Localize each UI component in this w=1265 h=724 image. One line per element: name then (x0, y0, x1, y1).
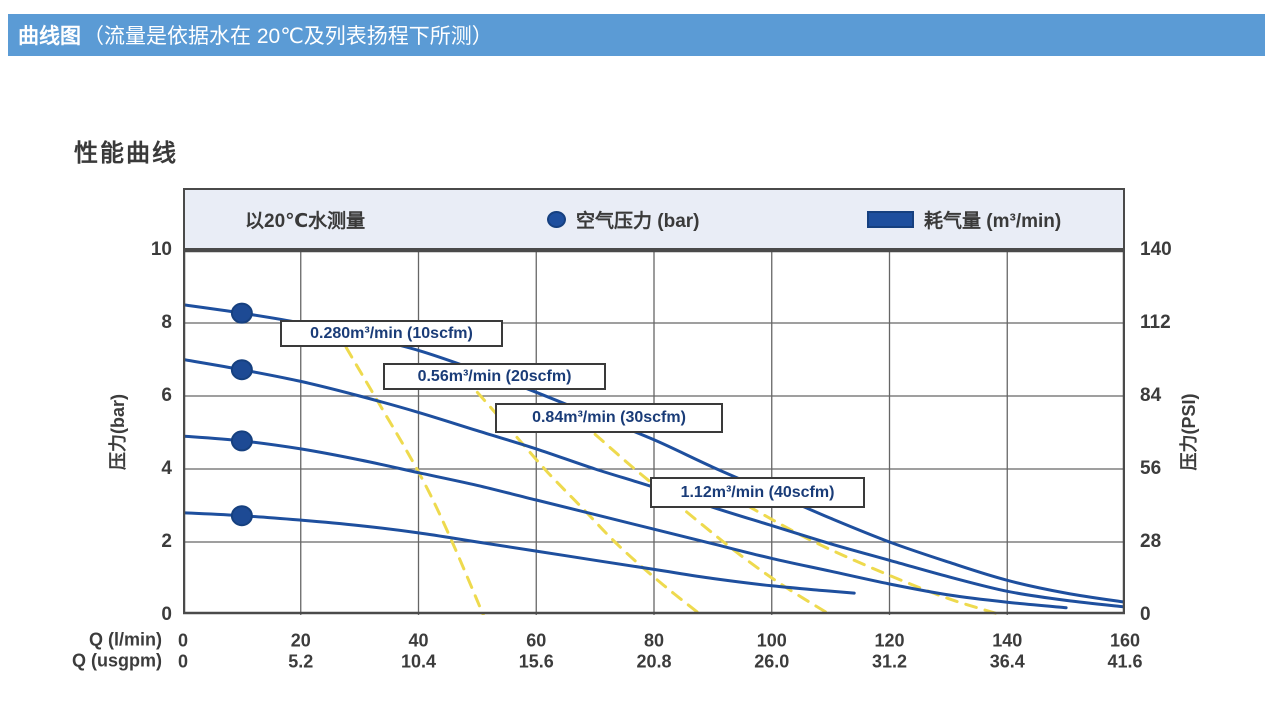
air-consumption-curve (475, 390, 703, 615)
legend-air-consumption-label: 耗气量 (m³/min) (924, 210, 1062, 232)
x-axis-label-lmin: Q (l/min) (89, 629, 162, 650)
header-title: 曲线图 (18, 25, 81, 48)
x-tick-usgpm: 31.2 (871, 651, 908, 672)
y-tick-left: 6 (161, 385, 172, 406)
y-tick-right: 28 (1140, 531, 1162, 552)
x-tick-lmin: 60 (526, 630, 547, 651)
x-tick-lmin: 20 (290, 630, 311, 651)
header-subtitle: （流量是依据水在 20℃及列表扬程下所测） (83, 25, 493, 48)
y-tick-right: 56 (1140, 458, 1162, 479)
x-tick-usgpm: 10.4 (400, 651, 437, 672)
x-tick-usgpm: 5.2 (288, 651, 314, 672)
curve-label-box: 0.280m³/min (10scfm) (280, 320, 503, 347)
x-tick-lmin: 140 (992, 630, 1023, 651)
x-tick-lmin: 160 (1109, 630, 1141, 651)
plot-border (183, 250, 1125, 615)
y-axis-title-right: 压力(PSI) (1179, 393, 1199, 471)
x-tick-usgpm: 26.0 (754, 651, 790, 672)
y-tick-left: 8 (161, 312, 172, 333)
page-header-bar: 曲线图 （流量是依据水在 20℃及列表扬程下所测） (8, 14, 1265, 56)
y-tick-left: 0 (161, 604, 172, 625)
air-pressure-dot (230, 430, 253, 452)
x-tick-lmin: 0 (177, 630, 189, 651)
y-tick-right: 112 (1140, 312, 1171, 333)
x-tick-usgpm: 41.6 (1107, 651, 1143, 672)
legend-measurement-note: 以20℃水测量 (245, 210, 366, 232)
legend-air-pressure: 空气压力 (bar) (547, 206, 700, 233)
x-tick-usgpm: 36.4 (989, 651, 1025, 672)
x-axis-label-usgpm: Q (usgpm) (72, 650, 162, 671)
x-tick-lmin: 40 (408, 630, 429, 651)
performance-chart-plot: 0.280m³/min (10scfm) 0.56m³/min (20scfm) 0… (183, 250, 1125, 615)
x-tick-lmin: 120 (874, 630, 905, 651)
x-tick-lmin: 100 (756, 630, 787, 651)
x-tick-lmin: 80 (643, 630, 665, 651)
air-pressure-dot (230, 505, 253, 527)
curve-label-box: 1.12m³/min (40scfm) (650, 477, 865, 508)
pressure-curve (183, 434, 1068, 610)
curve-label-box: 0.84m³/min (30scfm) (495, 403, 723, 433)
y-tick-right: 0 (1140, 604, 1151, 625)
y-tick-left: 4 (161, 458, 172, 479)
y-tick-right: 84 (1140, 385, 1162, 406)
x-tick-usgpm: 0 (177, 651, 189, 672)
legend-air-pressure-label: 空气压力 (bar) (576, 210, 700, 232)
air-pressure-dot-icon (547, 210, 566, 228)
y-axis-title-left: 压力(bar) (108, 394, 128, 470)
legend-air-consumption: 耗气量 (m³/min) (867, 206, 1061, 233)
air-pressure-dot (230, 302, 253, 324)
x-tick-usgpm: 15.6 (518, 651, 554, 672)
y-tick-left: 10 (150, 239, 172, 260)
y-tick-left: 2 (161, 531, 172, 552)
pressure-curve (183, 511, 856, 595)
air-consumption-swatch-icon (867, 210, 914, 228)
chart-legend: 以20℃水测量 空气压力 (bar) 耗气量 (m³/min) (183, 188, 1125, 250)
chart-canvas (183, 250, 1125, 615)
y-tick-right: 140 (1140, 239, 1172, 260)
air-consumption-curve (334, 328, 485, 615)
air-consumption-curve (711, 483, 997, 615)
air-pressure-dot (230, 359, 253, 381)
curve-label-box: 0.56m³/min (20scfm) (383, 363, 606, 390)
x-tick-usgpm: 20.8 (636, 651, 672, 672)
section-title: 性能曲线 (74, 140, 178, 167)
